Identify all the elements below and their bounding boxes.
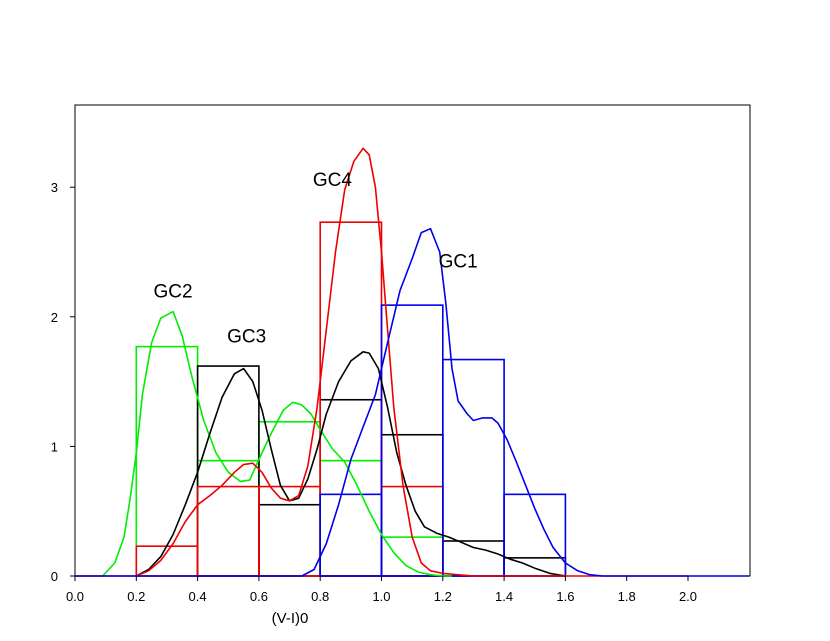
group-label: GC2 [154, 281, 193, 302]
group-annotations: GC1 GC2 GC3 GC4 [154, 170, 478, 348]
group-label: GC1 [439, 252, 478, 273]
x-tick-label: 1.0 [372, 589, 390, 604]
density-curve [135, 350, 566, 577]
x-tick-label: 2.0 [679, 589, 697, 604]
x-axis: 0.0 0.2 0.4 0.6 0.8 1.0 1.2 1.4 1.6 1.8 2.0 [66, 576, 697, 604]
x-axis-label: (V-I)0 [272, 610, 309, 627]
density-curve [75, 227, 750, 577]
group-label: GC4 [313, 170, 353, 191]
x-tick-label: 1.4 [495, 589, 513, 604]
x-tick-label: 0.6 [250, 589, 268, 604]
x-tick-label: 0.4 [189, 589, 207, 604]
y-axis: 0 1 2 3 [51, 180, 75, 584]
y-tick-label: 2 [51, 310, 58, 325]
x-tick-label: 0.8 [311, 589, 329, 604]
histogram-bar [319, 398, 383, 577]
x-tick-label: 0.0 [66, 589, 84, 604]
histogram-bar [196, 485, 260, 577]
x-tick-label: 1.2 [434, 589, 452, 604]
y-tick-label: 1 [51, 439, 58, 454]
group-label: GC3 [227, 327, 266, 348]
x-tick-label: 1.8 [618, 589, 636, 604]
histogram-bar [380, 536, 444, 577]
histogram-bar [380, 433, 444, 577]
density-curve [75, 310, 452, 577]
density-curves [75, 147, 750, 577]
histogram-bar [441, 358, 505, 577]
x-tick-label: 1.6 [556, 589, 574, 604]
histogram-bars [135, 221, 567, 577]
x-tick-label: 0.2 [127, 589, 145, 604]
histogram-bar [258, 503, 321, 577]
histogram-bar [441, 540, 505, 577]
density-curve [75, 147, 688, 577]
y-tick-label: 3 [51, 180, 58, 195]
y-tick-label: 0 [51, 569, 58, 584]
